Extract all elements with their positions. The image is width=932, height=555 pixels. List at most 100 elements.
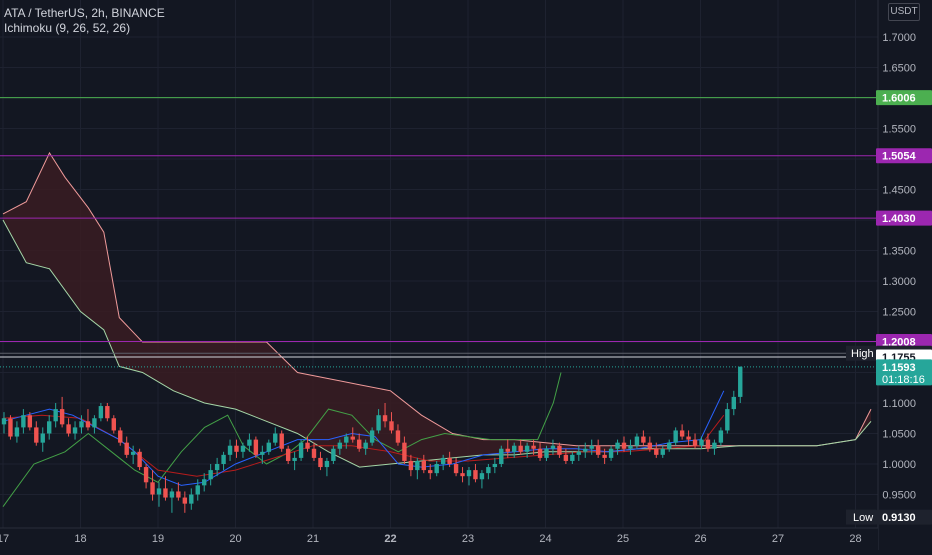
low-value-tag: 0.9130 — [882, 512, 916, 524]
candle-body — [163, 488, 168, 498]
candle-body — [434, 464, 439, 474]
candle — [337, 439, 343, 455]
candle-body — [331, 448, 336, 461]
candle — [234, 439, 239, 458]
candle-body — [311, 448, 317, 458]
candle-body — [395, 430, 401, 443]
candle — [72, 421, 78, 440]
candle — [130, 445, 136, 464]
candle-body — [518, 445, 523, 452]
candle-body — [479, 473, 485, 480]
high-label: High — [851, 348, 874, 360]
candle — [305, 436, 310, 452]
candle — [59, 396, 65, 428]
candle-body — [673, 430, 678, 443]
last-price-tag-countdown: 01:18:16 — [882, 374, 925, 386]
candle — [227, 439, 233, 461]
price-axis-tick-label: 0.9500 — [882, 490, 916, 502]
candle — [576, 445, 581, 461]
candle-body — [195, 485, 200, 495]
price-axis-tick-label: 1.1000 — [882, 398, 916, 410]
candle-body — [557, 445, 562, 455]
candle-body — [72, 427, 78, 434]
candle-body — [402, 442, 407, 461]
candle-body — [124, 442, 129, 455]
candle-body — [266, 442, 271, 452]
candle-body — [176, 491, 181, 498]
candle-body — [570, 454, 575, 461]
ichimoku-lagging-span — [2, 372, 562, 507]
candle-body — [512, 445, 517, 452]
candle-body — [550, 445, 556, 449]
symbol-title[interactable]: ATA / TetherUS, 2h, BINANCE — [4, 6, 165, 20]
candle-body — [47, 421, 52, 434]
candle — [98, 403, 104, 422]
candle-body — [595, 445, 601, 455]
candle — [350, 427, 355, 443]
candle-body — [247, 439, 252, 446]
time-axis-tick-label: 17 — [0, 533, 9, 545]
grid-layer — [0, 0, 878, 528]
candle — [143, 464, 149, 489]
candle — [357, 433, 362, 452]
candle — [428, 464, 433, 480]
candle-body — [473, 470, 478, 480]
price-axis-tick-label: 1.0000 — [882, 459, 916, 471]
candle — [440, 454, 446, 471]
candle-body — [27, 415, 33, 428]
candle-body — [440, 457, 446, 464]
time-axis: 17 18 19 20 21 22 23 24 25 26 27 28 — [0, 527, 878, 550]
candle — [176, 482, 181, 501]
candle — [311, 442, 317, 461]
candle-body — [8, 418, 13, 437]
price-level-tag-background — [876, 148, 932, 164]
candle — [382, 403, 388, 428]
candle-body — [731, 396, 736, 410]
candle — [395, 424, 401, 446]
candle — [531, 439, 536, 455]
candle — [369, 427, 375, 446]
candle — [344, 433, 349, 449]
candle-body — [505, 448, 510, 452]
candle — [473, 464, 478, 483]
currency-button[interactable]: USDT — [888, 3, 920, 21]
low-value-tag-background — [876, 509, 932, 525]
candle — [421, 454, 426, 474]
candle — [150, 470, 155, 501]
chart-legend: ATA / TetherUS, 2h, BINANCE Ichimoku (9,… — [4, 6, 165, 36]
candle-body — [634, 436, 640, 446]
candle-body — [718, 430, 724, 443]
candle-body — [202, 479, 207, 486]
candle-body — [234, 445, 239, 452]
candle — [156, 482, 162, 507]
candle — [298, 439, 304, 461]
candle — [1, 412, 7, 434]
candle — [214, 457, 220, 477]
candle — [718, 427, 724, 446]
candle — [544, 445, 549, 461]
candle-body — [712, 442, 717, 449]
candle-body — [544, 448, 549, 458]
candle — [318, 451, 323, 471]
ichimoku-cloud — [3, 152, 871, 468]
price-level-tag-background — [876, 90, 932, 106]
candle — [563, 448, 569, 464]
candle-body — [1, 418, 7, 425]
candle-body — [324, 460, 330, 468]
candle-body — [376, 415, 381, 431]
candle-body — [240, 445, 246, 452]
candle — [667, 439, 672, 452]
candle — [679, 424, 685, 440]
candle — [415, 457, 420, 480]
candle-body — [253, 439, 259, 455]
candle-body — [189, 494, 194, 504]
candles-layer — [1, 366, 743, 513]
candle-body — [298, 442, 304, 458]
candle-body — [621, 442, 627, 449]
candle — [111, 415, 116, 434]
candle — [189, 488, 194, 510]
indicator-title[interactable]: Ichimoku (9, 26, 52, 26) — [4, 21, 131, 35]
price-axis-tick-label: 1.0500 — [882, 429, 916, 441]
